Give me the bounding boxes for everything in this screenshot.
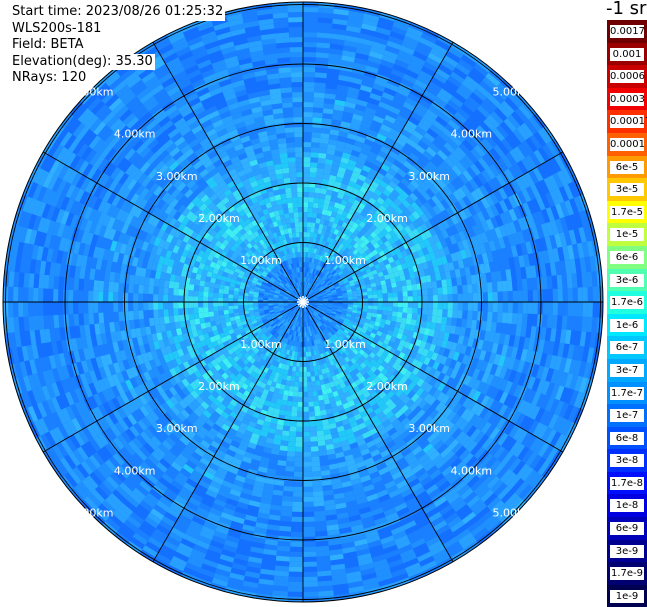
- start-time-text: Start time: 2023/08/26 01:25:32: [10, 4, 226, 21]
- colorbar-cell: 6e-8: [607, 426, 647, 450]
- colorbar-cell: 3e-5: [607, 178, 647, 201]
- radial-spoke: [302, 301, 564, 453]
- range-ring-label: 3.00km: [408, 170, 450, 183]
- range-ring-label: 2.00km: [198, 380, 240, 393]
- colorbar-label: 0.00017: [610, 115, 647, 129]
- colorbar-label: 6e-9: [610, 522, 644, 536]
- range-ring-label: 4.00km: [451, 464, 493, 477]
- colorbar-cell: 1.7e-9: [607, 562, 647, 585]
- colorbar-cell: 3e-9: [607, 539, 647, 563]
- colorbar-label: 1e-7: [610, 409, 644, 423]
- colorbar-label: 1e-5: [610, 228, 644, 242]
- range-ring-label: 2.00km: [366, 380, 408, 393]
- colorbar-label: 1.7e-9: [610, 567, 644, 581]
- colorbar-label: 6e-5: [610, 160, 644, 174]
- colorbar-label: 1.7e-6: [610, 296, 644, 310]
- range-ring-label: 5.00km: [72, 86, 114, 99]
- range-ring-label: 2.00km: [198, 212, 240, 225]
- colorbar-cell: 1e-7: [607, 404, 647, 427]
- colorbar-cell: 3e-6: [607, 268, 647, 292]
- colorbar-cell: 3e-8: [607, 449, 647, 472]
- colorbar-label: 6e-7: [610, 341, 644, 355]
- colorbar-cell: 6e-9: [607, 517, 647, 540]
- nrays-text: NRays: 120: [10, 70, 89, 87]
- range-ring-label: 3.00km: [408, 422, 450, 435]
- radial-spoke: [152, 41, 304, 303]
- colorbar-label: 0.0003: [610, 92, 645, 106]
- colorbar-cell: 1e-5: [607, 223, 647, 246]
- elevation-text: Elevation(deg): 35.30: [10, 53, 155, 70]
- radial-spoke: [302, 151, 564, 303]
- colorbar-cell: 6e-5: [607, 155, 647, 179]
- color-scale-legend: 0.0017 0.001 0.0006 0.0003 0.00017 0.0001 6e-5…: [607, 20, 647, 607]
- range-ring-label: 5.00km: [72, 506, 114, 519]
- instrument-text: WLS200s-181: [10, 20, 104, 37]
- colorbar-cell: 0.0006: [607, 65, 647, 88]
- colorbar-cell: 1.7e-7: [607, 381, 647, 405]
- units-label: -1 sr: [606, 0, 647, 19]
- radial-spoke: [302, 301, 454, 563]
- range-ring-label: 3.00km: [156, 422, 198, 435]
- center-marker: [299, 296, 307, 308]
- colorbar-cell: 0.00017: [607, 110, 647, 133]
- radial-spoke: [42, 301, 304, 453]
- colorbar-label: 0.001: [610, 47, 644, 61]
- range-ring-label: 1.00km: [240, 254, 282, 267]
- range-ring-grid: [2, 1, 604, 603]
- colorbar-cell: 3e-7: [607, 358, 647, 382]
- colorbar-cell: 1.7e-6: [607, 291, 647, 314]
- scan-info-panel: Start time: 2023/08/26 01:25:32 WLS200s-…: [10, 4, 226, 87]
- range-ring-label: 2.00km: [366, 212, 408, 225]
- range-ring-label: 1.00km: [324, 338, 366, 351]
- colorbar-cell: 6e-7: [607, 336, 647, 359]
- colorbar-cell: 1.7e-5: [607, 200, 647, 224]
- colorbar-label: 1.7e-7: [610, 386, 644, 400]
- range-ring-label: 4.00km: [114, 128, 156, 141]
- radial-spoke: [42, 151, 304, 303]
- range-ring-label: 4.00km: [114, 464, 156, 477]
- colorbar-label: 1.7e-5: [610, 205, 644, 219]
- range-ring-label: 1.00km: [324, 254, 366, 267]
- colorbar-cell: 1e-6: [607, 313, 647, 337]
- colorbar-label: 1e-8: [610, 499, 644, 513]
- field-text: Field: BETA: [10, 37, 86, 54]
- radar-ppi-plot: 1.00km 1.00km 1.00km 1.00km 2.00km 2.00km 2.00…: [2, 1, 604, 603]
- range-ring-label: 4.00km: [451, 128, 493, 141]
- colorbar-cell: 1e-8: [607, 494, 647, 518]
- colorbar-label: 3e-7: [610, 363, 644, 377]
- colorbar-cell: 0.0017: [607, 20, 647, 43]
- colorbar-label: 3e-5: [610, 183, 644, 197]
- range-ring-label: 1.00km: [240, 338, 282, 351]
- colorbar-label: 0.0017: [610, 25, 645, 38]
- colorbar-label: 3e-8: [610, 454, 644, 468]
- range-ring-label: 5.00km: [493, 506, 535, 519]
- colorbar-label: 1.7e-8: [610, 476, 644, 490]
- colorbar-cell: 0.0001: [607, 132, 647, 156]
- colorbar-label: 6e-8: [610, 431, 644, 445]
- colorbar-label: 1e-6: [610, 318, 644, 332]
- colorbar-cell: 1.7e-8: [607, 471, 647, 495]
- beta-field-image: [3, 2, 603, 602]
- range-ring-label: 3.00km: [156, 170, 198, 183]
- colorbar-label: 1e-9: [610, 589, 644, 603]
- colorbar-label: 3e-9: [610, 544, 644, 558]
- colorbar-cell: 0.0003: [607, 87, 647, 111]
- colorbar-label: 6e-6: [610, 250, 644, 264]
- colorbar-cell: 6e-6: [607, 245, 647, 269]
- colorbar-label: 0.0006: [610, 70, 645, 84]
- colorbar-label: 0.0001: [610, 137, 645, 151]
- colorbar-cell: 0.001: [607, 42, 647, 66]
- range-ring-label: 5.00km: [493, 86, 535, 99]
- range-ring-labels: 1.00km 1.00km 1.00km 1.00km 2.00km 2.00km 2.00…: [72, 86, 534, 520]
- radial-spoke: [302, 41, 454, 303]
- colorbar-cell: 1e-9: [607, 584, 647, 607]
- radial-spoke: [152, 301, 304, 563]
- colorbar-label: 3e-6: [610, 273, 644, 287]
